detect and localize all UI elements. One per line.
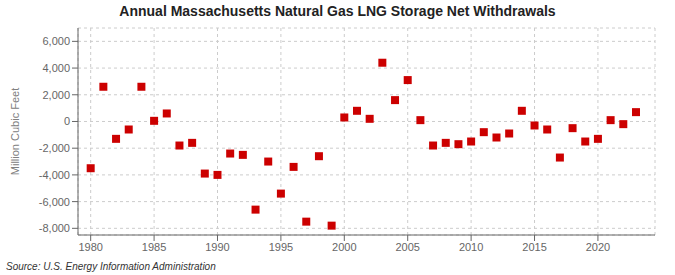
svg-text:1995: 1995 <box>269 241 293 253</box>
svg-text:2020: 2020 <box>586 241 610 253</box>
html-text:Annual Massachusetts Natural G: Annual Massachusetts Natural Gas LNG Sto… <box>119 3 556 19</box>
html-text:Source: U.S. Energy Informatio: Source: U.S. Energy Information Administ… <box>6 261 216 272</box>
svg-text:-2,000: -2,000 <box>39 142 70 154</box>
svg-text:2010: 2010 <box>459 241 483 253</box>
svg-text:-6,000: -6,000 <box>39 196 70 208</box>
svg-text:-8,000: -8,000 <box>39 222 70 234</box>
svg-text:-4,000: -4,000 <box>39 169 70 181</box>
svg-text:2000: 2000 <box>332 241 356 253</box>
svg-text:1990: 1990 <box>205 241 229 253</box>
svg-text:2005: 2005 <box>395 241 419 253</box>
svg-text:6,000: 6,000 <box>42 35 70 47</box>
svg-text:2015: 2015 <box>522 241 546 253</box>
svg-text:1980: 1980 <box>78 241 102 253</box>
svg-text:4,000: 4,000 <box>42 62 70 74</box>
svg-text:0: 0 <box>64 115 70 127</box>
svg-text:2,000: 2,000 <box>42 89 70 101</box>
svg-text:1985: 1985 <box>142 241 166 253</box>
svg-text:Million Cubic Feet: Million Cubic Feet <box>9 88 21 175</box>
